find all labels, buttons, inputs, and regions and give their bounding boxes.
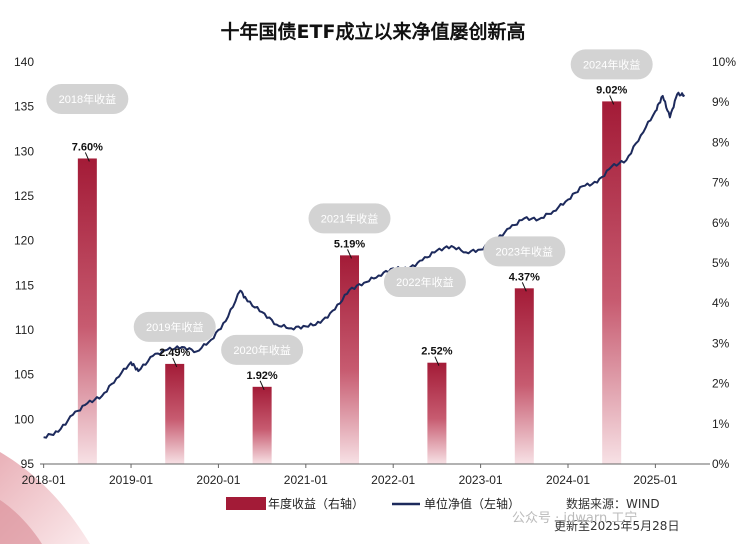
x-tick-label: 2022-01 bbox=[371, 473, 415, 487]
watermark: 公众号 · idwarn 工宁 bbox=[512, 510, 637, 526]
year-return-tag-label: 2024年收益 bbox=[583, 57, 640, 71]
bar-value-label: 1.92% bbox=[247, 370, 278, 382]
right-tick-label: 10% bbox=[712, 55, 736, 69]
year-return-tag-label: 2018年收益 bbox=[59, 92, 116, 106]
right-tick-label: 1% bbox=[712, 417, 730, 431]
right-tick-label: 2% bbox=[712, 377, 730, 391]
year-return-tag bbox=[221, 334, 304, 365]
left-tick-label: 110 bbox=[15, 323, 34, 337]
right-tick-label: 8% bbox=[712, 135, 730, 149]
right-tick-label: 7% bbox=[712, 176, 730, 190]
x-tick-label: 2021-01 bbox=[284, 473, 328, 487]
line-series bbox=[43, 91, 686, 439]
bar-2023 bbox=[514, 288, 534, 464]
source-line-2: 更新至2025年5月28日 bbox=[554, 518, 679, 533]
year-return-tag-label: 2019年收益 bbox=[146, 320, 203, 334]
year-return-tag-label: 2023年收益 bbox=[496, 244, 553, 258]
bar-2022 bbox=[427, 362, 447, 464]
left-tick-label: 135 bbox=[14, 100, 34, 114]
corner-decoration-inner bbox=[0, 500, 42, 544]
left-axis: 95 100 105 110 115 120 125 130 135 140 bbox=[14, 55, 34, 471]
right-tick-label: 3% bbox=[712, 336, 730, 350]
bar-value-pointer bbox=[347, 249, 352, 259]
left-tick-label: 105 bbox=[14, 368, 34, 382]
year-return-tag bbox=[308, 203, 391, 234]
left-tick-label: 100 bbox=[14, 412, 34, 426]
left-tick-label: 115 bbox=[15, 278, 34, 292]
x-axis: 2018-01 2019-01 2020-01 2021-01 2022-01 2023-… bbox=[22, 464, 678, 487]
bar-value-label: 7.60% bbox=[72, 141, 103, 153]
year-return-tag bbox=[133, 311, 216, 342]
bar-2018 bbox=[77, 158, 97, 465]
source-line-1: 数据来源：WIND bbox=[566, 496, 660, 511]
bar-value-pointer bbox=[259, 380, 265, 391]
bar-value-label: 2.52% bbox=[421, 346, 452, 358]
x-tick-label: 2020-01 bbox=[196, 473, 240, 487]
bar-value-pointer bbox=[609, 95, 615, 105]
bar-value-label: 4.37% bbox=[509, 271, 540, 283]
bar-value-pointer bbox=[521, 282, 527, 292]
bar-2019 bbox=[165, 363, 185, 464]
year-return-tag-label: 2022年收益 bbox=[396, 275, 453, 289]
bar-annotations: 7.60% 2018年收益 2.49% 2019年收益 1.92% 2020年收益 5.19… bbox=[46, 49, 653, 391]
legend-bar-label: 年度收益（右轴） bbox=[268, 496, 364, 511]
x-tick-label: 2023-01 bbox=[459, 473, 503, 487]
right-axis: 0% 1% 2% 3% 4% 5% 6% 7% 8% 9% 10% bbox=[712, 55, 736, 471]
nav-line bbox=[43, 91, 686, 439]
bar-value-label: 2.49% bbox=[159, 347, 190, 359]
left-tick-label: 125 bbox=[14, 189, 34, 203]
year-return-tag-label: 2020年收益 bbox=[233, 343, 290, 357]
legend-line-label: 单位净值（左轴） bbox=[424, 496, 520, 511]
left-tick-label: 130 bbox=[14, 144, 34, 158]
right-tick-label: 5% bbox=[712, 256, 730, 270]
left-tick-label: 140 bbox=[14, 55, 34, 69]
x-tick-label: 2025-01 bbox=[633, 473, 677, 487]
legend-bar-swatch bbox=[226, 497, 266, 510]
x-tick-label: 2019-01 bbox=[109, 473, 153, 487]
chart-title: 十年国债ETF成立以来净值屡创新高 bbox=[221, 20, 526, 43]
right-tick-label: 0% bbox=[712, 457, 730, 471]
bar-2021 bbox=[340, 255, 360, 464]
bar-value-label: 5.19% bbox=[334, 238, 365, 250]
year-return-tag bbox=[383, 267, 466, 297]
left-tick-label: 120 bbox=[14, 234, 34, 248]
year-return-tag bbox=[570, 49, 653, 80]
bar-value-pointer bbox=[172, 357, 178, 368]
bar-value-pointer bbox=[434, 356, 440, 366]
bar-2020 bbox=[252, 386, 272, 464]
right-tick-label: 4% bbox=[712, 296, 730, 310]
legend: 年度收益（右轴） 单位净值（左轴） bbox=[226, 496, 520, 511]
right-tick-label: 6% bbox=[712, 216, 730, 230]
bar-value-pointer bbox=[84, 152, 90, 162]
x-tick-label: 2024-01 bbox=[546, 473, 590, 487]
bar-2024 bbox=[602, 101, 622, 465]
year-return-tag-label: 2021年收益 bbox=[321, 211, 378, 225]
bar-value-label: 9.02% bbox=[596, 84, 627, 96]
year-return-tag bbox=[46, 84, 129, 114]
left-tick-label: 95 bbox=[21, 457, 35, 471]
year-return-tag bbox=[483, 236, 566, 267]
x-tick-label: 2018-01 bbox=[22, 473, 66, 487]
bar-series bbox=[77, 101, 622, 465]
right-tick-label: 9% bbox=[712, 95, 730, 109]
